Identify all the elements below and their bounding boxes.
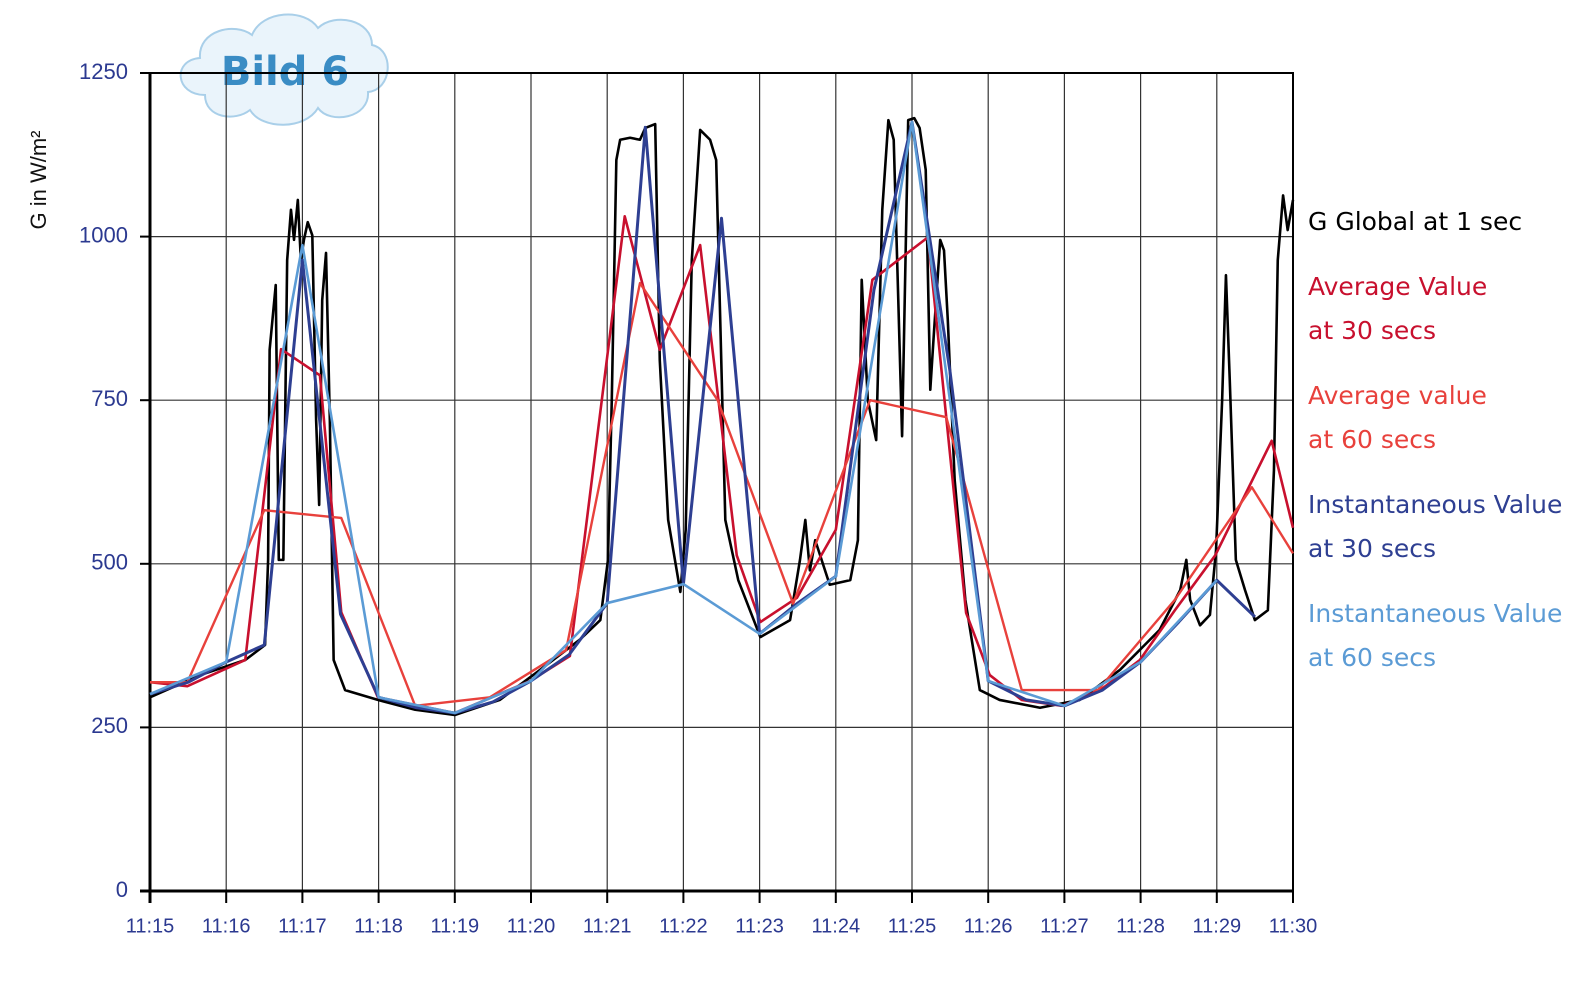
x-tick-label: 11:24 [812,915,861,937]
x-tick-label: 11:29 [1193,915,1242,937]
x-tick-label: 11:26 [964,915,1013,937]
x-tick-label: 11:28 [1116,915,1165,937]
x-tick-label: 11:23 [735,915,784,937]
x-tick-label: 11:25 [888,915,937,937]
y-tick-label: 0 [116,877,128,902]
legend: G Global at 1 sec Average Value at 30 sec… [1308,200,1562,701]
plot-frame [149,72,1294,892]
series-line [149,120,1218,715]
series-line [149,215,1295,715]
x-tick-label: 11:16 [202,915,251,937]
legend-entry: Average Value at 30 secs [1308,272,1488,345]
series-line [150,281,1295,708]
legend-entry: Instantaneous Value at 60 secs [1308,599,1563,672]
badge-cloud [179,13,389,126]
x-tick-label: 11:21 [583,915,632,937]
badge: Bild 6 [179,13,389,126]
x-tick-label: 11:27 [1040,915,1089,937]
legend-entry: Instantaneous Value at 30 secs [1308,490,1563,563]
y-tick-label: 750 [91,386,128,411]
x-tick-label: 11:20 [507,915,556,937]
y-tick-label: 1000 [79,222,128,247]
y-tick-label: 250 [91,713,128,738]
y-axis-label: G in W/m² [26,131,51,230]
legend-entry: Average value at 60 secs [1308,381,1487,454]
y-tick-label: 500 [91,550,128,575]
x-tick-label: 11:22 [659,915,708,937]
x-tick-label: 11:19 [431,915,480,937]
y-tick-label: 1250 [79,59,128,84]
x-tick-label: 11:30 [1269,915,1318,937]
legend-entry: G Global at 1 sec [1308,207,1523,236]
x-tick-label: 11:15 [126,915,175,937]
x-tick-label: 11:17 [278,915,327,937]
x-tick-label: 11:18 [354,915,403,937]
